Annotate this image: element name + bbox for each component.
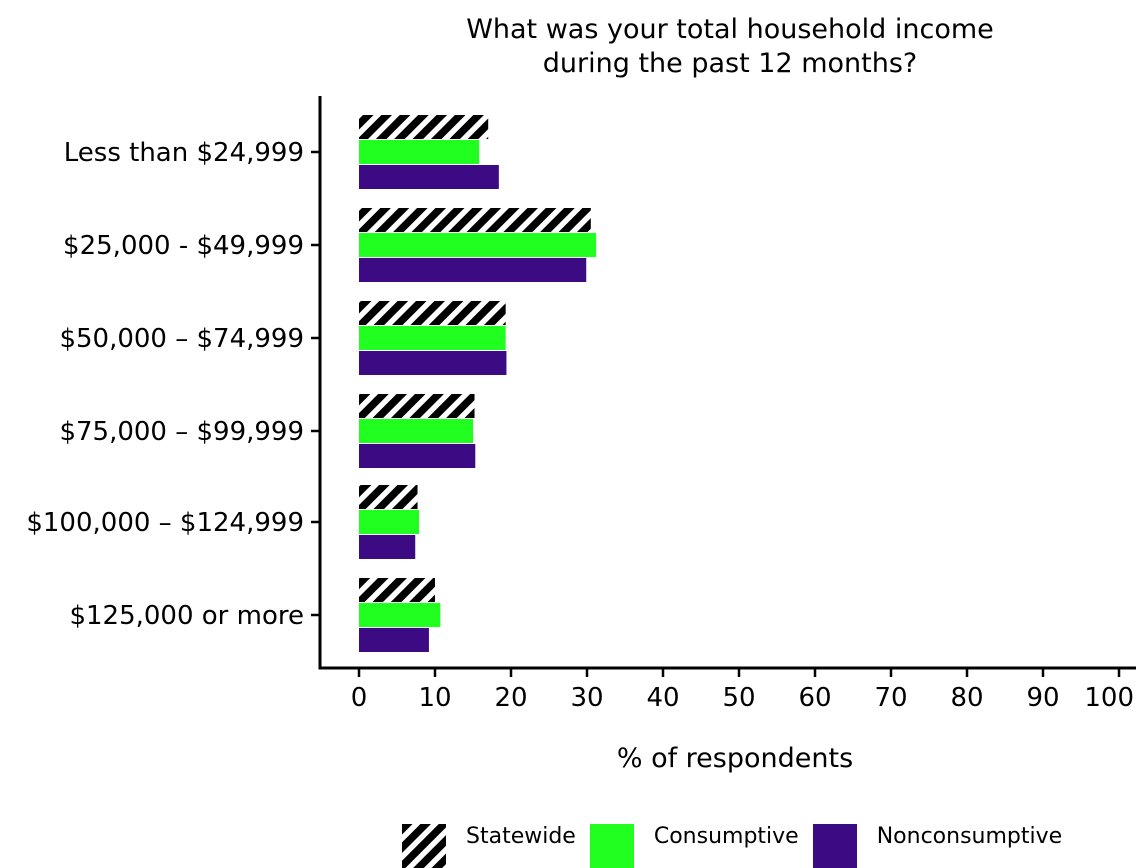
bar-statewide-4 [359,485,418,509]
x-tick-label: 0 [351,683,368,713]
legend-swatch-nonconsumptive [812,824,857,868]
x-tick-label: 50 [722,683,755,713]
bar-nonconsumptive-4 [359,535,416,559]
y-tick-label: $100,000 – $124,999 [26,508,304,538]
bar-nonconsumptive-1 [359,258,587,282]
bar-consumptive-0 [359,140,480,164]
y-tick-label: $75,000 – $99,999 [59,417,304,447]
x-axis-title: % of respondents [616,743,854,774]
legend-item-consumptive: Consumptive [589,824,813,868]
x-tick-label: 30 [570,683,603,713]
y-tick-label: Less than $24,999 [64,138,304,168]
legend: Statewide Consumptive Nonconsumptive [402,824,1076,868]
bar-nonconsumptive-3 [359,444,476,468]
x-tick-label: 60 [798,683,831,713]
bar-consumptive-5 [359,603,441,627]
bar-statewide-2 [359,301,506,325]
bar-nonconsumptive-2 [359,351,507,375]
bar-consumptive-1 [359,233,597,257]
bar-statewide-3 [359,394,475,418]
x-tick-label: 40 [646,683,679,713]
legend-label-statewide: Statewide [466,824,576,849]
y-tick-label: $25,000 - $49,999 [63,231,304,261]
x-tick-label: 80 [950,683,983,713]
bar-nonconsumptive-5 [359,628,429,652]
legend-item-statewide: Statewide [402,824,590,868]
x-tick-label: 10 [418,683,451,713]
y-tick-label: $125,000 or more [69,601,304,631]
legend-label-consumptive: Consumptive [653,824,799,849]
bar-consumptive-4 [359,510,420,534]
bar-nonconsumptive-0 [359,165,499,189]
bar-consumptive-2 [359,326,506,350]
legend-swatch-statewide [402,824,446,868]
x-tick-label: 90 [1026,683,1059,713]
bar-statewide-5 [359,578,435,602]
chart-title-line-1: What was your total household income [466,14,994,45]
legend-swatch-consumptive [589,824,634,868]
legend-item-nonconsumptive: Nonconsumptive [812,824,1076,868]
x-tick-label: 100 [1084,683,1134,713]
legend-label-nonconsumptive: Nonconsumptive [876,824,1063,849]
chart-title-line-2: during the past 12 months? [542,48,918,79]
bar-statewide-0 [359,115,489,139]
y-tick-label: $50,000 – $74,999 [59,324,304,354]
bar-statewide-1 [359,208,591,232]
x-tick-label: 70 [874,683,907,713]
bar-consumptive-3 [359,419,473,443]
x-tick-label: 20 [494,683,527,713]
